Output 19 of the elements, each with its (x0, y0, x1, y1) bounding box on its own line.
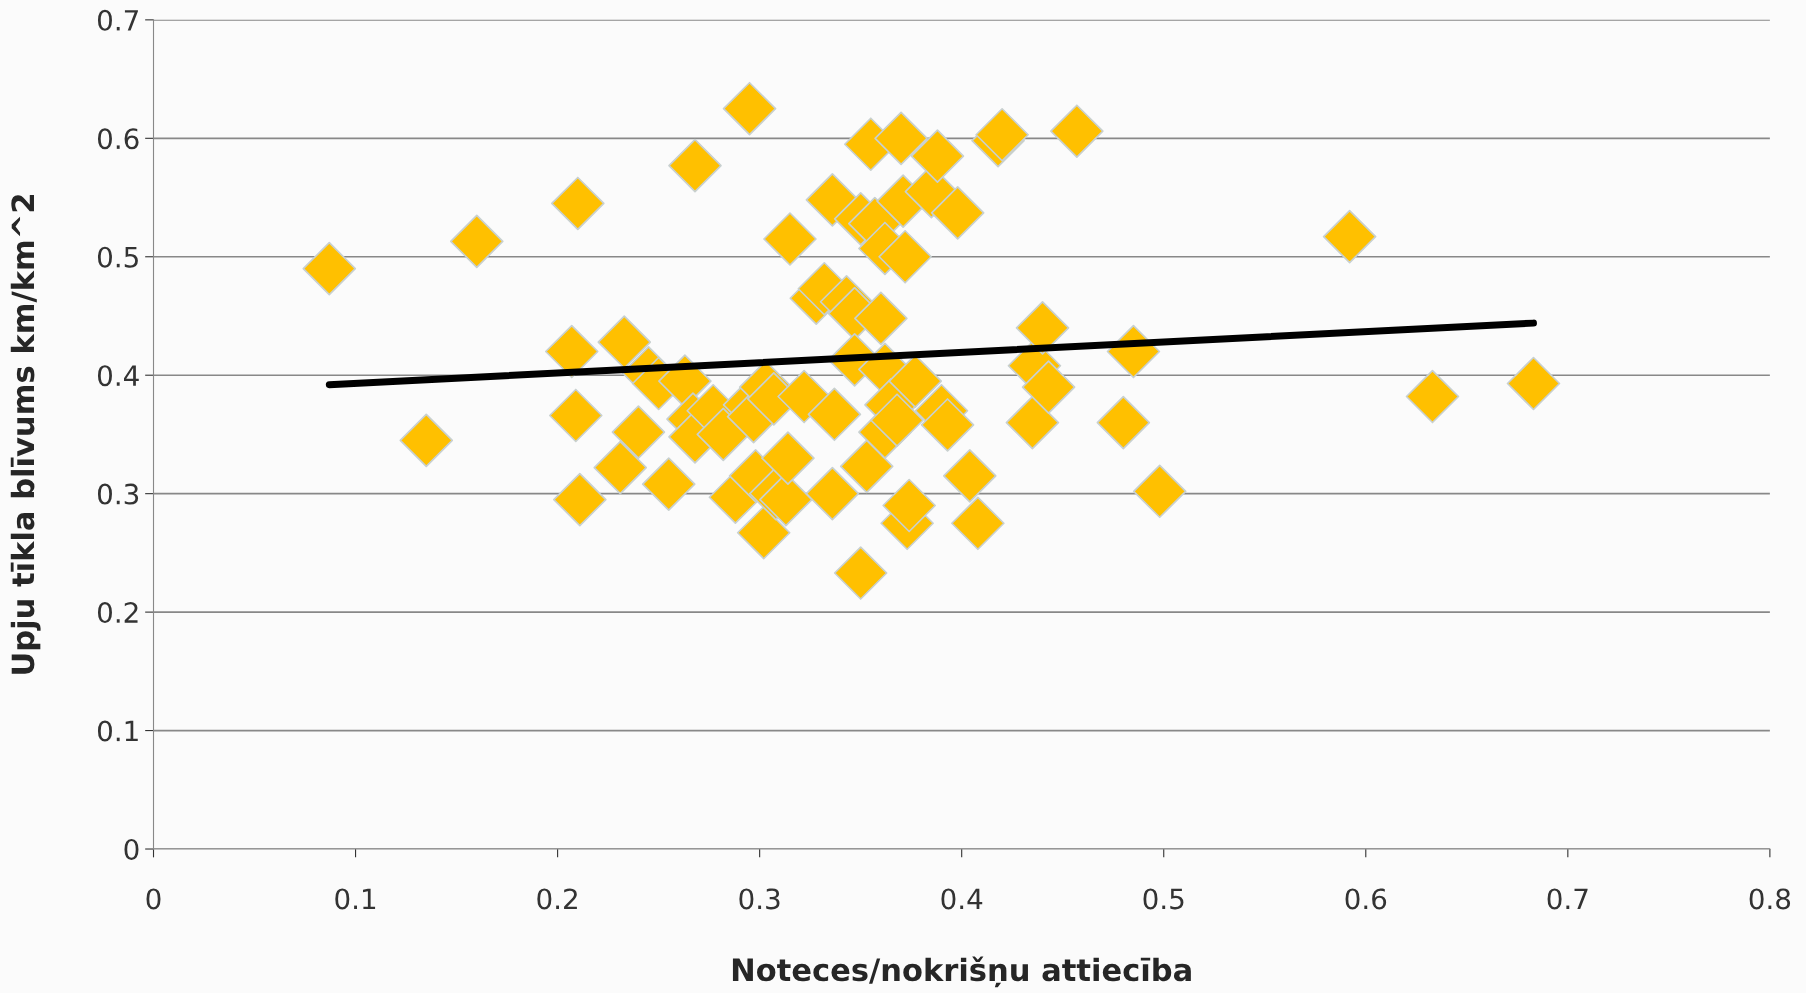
x-tick-label: 0.3 (739, 888, 780, 910)
y-tick-label: 0 (124, 838, 139, 860)
y-tick-label: 0.2 (97, 602, 138, 624)
x-tick-label: 0.8 (1749, 888, 1791, 910)
y-axis-title: Upju tīkla blīvums km/km^2 (10, 195, 41, 674)
x-tick-label: 0.4 (941, 888, 983, 910)
x-tick-label: 0.6 (1345, 888, 1387, 910)
x-tick-label: 0.7 (1547, 888, 1588, 910)
y-tick-label: 0.1 (97, 720, 138, 742)
x-tick-label: 0 (146, 888, 161, 910)
y-tick-label: 0.5 (97, 246, 138, 268)
y-tick-label: 0.4 (97, 365, 139, 387)
y-tick-label: 0.7 (97, 9, 138, 31)
y-tick-label: 0.3 (97, 483, 139, 505)
x-axis-title: Noteces/nokrišņu attiecība (732, 956, 1191, 988)
x-tick-label: 0.2 (537, 888, 577, 910)
x-tick-label: 0.5 (1143, 888, 1184, 910)
y-tick-label: 0.6 (97, 128, 139, 150)
x-tick-label: 0.1 (335, 888, 376, 910)
